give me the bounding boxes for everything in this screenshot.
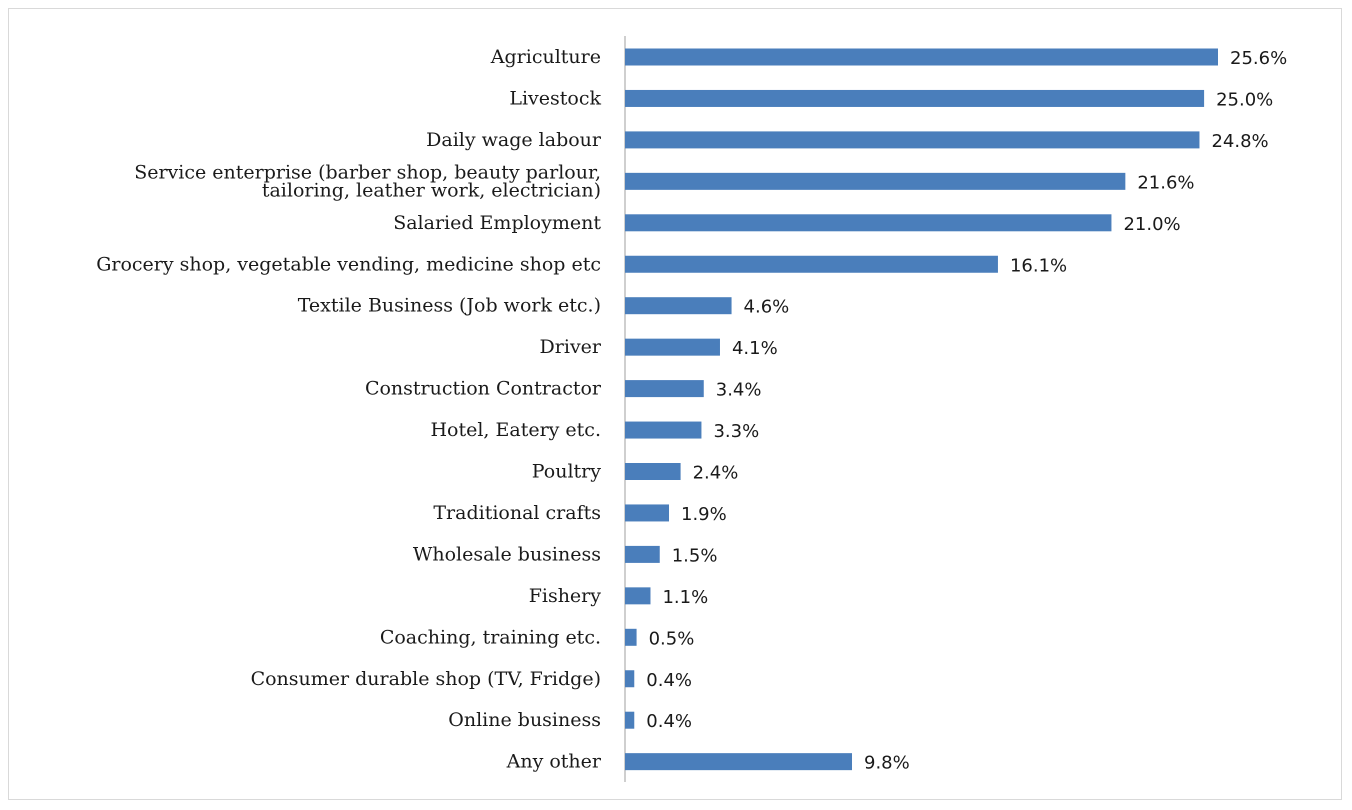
value-label-16: 0.4% bbox=[646, 711, 692, 732]
category-label-8: Construction Contractor bbox=[365, 378, 602, 400]
category-label-15: Consumer durable shop (TV, Fridge) bbox=[251, 668, 601, 690]
value-label-11: 1.9% bbox=[681, 504, 727, 525]
value-label-4: 21.0% bbox=[1123, 214, 1180, 235]
value-label-14: 0.5% bbox=[649, 628, 695, 649]
category-label-line: Fishery bbox=[529, 585, 602, 607]
value-label-12: 1.5% bbox=[672, 545, 718, 566]
bar-1 bbox=[625, 89, 1205, 107]
value-label-9: 3.3% bbox=[713, 421, 759, 442]
value-label-3: 21.6% bbox=[1137, 172, 1194, 193]
bar-8 bbox=[625, 380, 704, 398]
bar-7 bbox=[625, 338, 720, 356]
bar-2 bbox=[625, 131, 1200, 149]
category-label-14: Coaching, training etc. bbox=[380, 626, 601, 648]
value-label-5: 16.1% bbox=[1010, 255, 1067, 276]
category-label-17: Any other bbox=[506, 751, 602, 773]
value-label-2: 24.8% bbox=[1211, 131, 1268, 152]
bar-12 bbox=[625, 545, 660, 563]
bar-14 bbox=[625, 628, 637, 646]
value-label-6: 4.6% bbox=[744, 297, 790, 318]
category-label-12: Wholesale business bbox=[413, 543, 601, 565]
bar-17 bbox=[625, 753, 853, 771]
category-label-line: Poultry bbox=[532, 461, 601, 483]
value-label-0: 25.6% bbox=[1230, 48, 1287, 69]
category-label-16: Online business bbox=[448, 709, 601, 731]
bar-15 bbox=[625, 670, 635, 688]
category-label-line: Construction Contractor bbox=[365, 378, 602, 400]
value-label-7: 4.1% bbox=[732, 338, 778, 359]
bar-3 bbox=[625, 172, 1126, 190]
category-label-line: Daily wage labour bbox=[426, 129, 602, 151]
category-label-line: Agriculture bbox=[490, 46, 601, 68]
category-label-9: Hotel, Eatery etc. bbox=[430, 419, 601, 441]
bar-6 bbox=[625, 297, 732, 315]
category-label-3: Service enterprise (barber shop, beauty … bbox=[134, 161, 601, 201]
category-label-line: Wholesale business bbox=[413, 543, 601, 565]
category-label-line: Driver bbox=[540, 336, 602, 358]
category-label-line: Traditional crafts bbox=[433, 502, 601, 524]
value-label-15: 0.4% bbox=[646, 670, 692, 691]
bar-4 bbox=[625, 214, 1112, 232]
category-label-4: Salaried Employment bbox=[393, 212, 601, 234]
value-label-1: 25.0% bbox=[1216, 89, 1273, 110]
category-label-2: Daily wage labour bbox=[426, 129, 602, 151]
value-label-8: 3.4% bbox=[716, 380, 762, 401]
category-label-line: Hotel, Eatery etc. bbox=[430, 419, 601, 441]
category-label-1: Livestock bbox=[509, 87, 601, 109]
category-label-7: Driver bbox=[540, 336, 602, 358]
value-label-17: 9.8% bbox=[864, 753, 910, 774]
bar-11 bbox=[625, 504, 670, 522]
category-label-6: Textile Business (Job work etc.) bbox=[298, 295, 601, 317]
value-label-13: 1.1% bbox=[662, 587, 708, 608]
bar-16 bbox=[625, 711, 635, 729]
category-label-line: Textile Business (Job work etc.) bbox=[298, 295, 601, 317]
category-label-line: Salaried Employment bbox=[393, 212, 601, 234]
category-label-10: Poultry bbox=[532, 461, 601, 483]
category-label-line: Online business bbox=[448, 709, 601, 731]
bar-13 bbox=[625, 587, 651, 605]
category-label-line: Consumer durable shop (TV, Fridge) bbox=[251, 668, 601, 690]
category-label-11: Traditional crafts bbox=[433, 502, 601, 524]
bar-5 bbox=[625, 255, 998, 273]
category-label-line: Grocery shop, vegetable vending, medicin… bbox=[96, 253, 601, 275]
category-label-line: Service enterprise (barber shop, beauty … bbox=[134, 161, 601, 183]
category-label-line: tailoring, leather work, electrician) bbox=[262, 179, 601, 201]
category-label-13: Fishery bbox=[529, 585, 602, 607]
category-label-line: Any other bbox=[506, 751, 602, 773]
value-label-10: 2.4% bbox=[693, 463, 739, 484]
category-label-5: Grocery shop, vegetable vending, medicin… bbox=[96, 253, 601, 275]
bar-9 bbox=[625, 421, 702, 439]
bar-0 bbox=[625, 48, 1218, 66]
bar-10 bbox=[625, 463, 681, 480]
category-label-line: Livestock bbox=[509, 87, 601, 109]
category-label-0: Agriculture bbox=[490, 46, 601, 68]
category-label-line: Coaching, training etc. bbox=[380, 626, 601, 648]
